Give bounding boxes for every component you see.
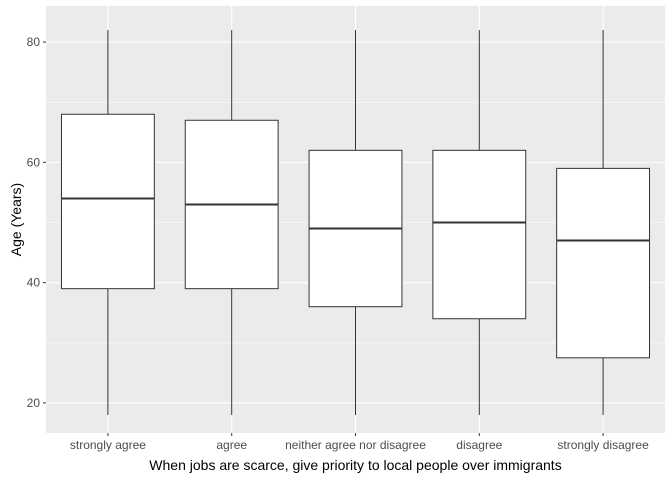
boxes (60, 30, 651, 415)
y-axis-ticks: 20 40 60 80 (27, 35, 46, 410)
x-tick-label: strongly agree (70, 438, 146, 452)
y-tick-label: 80 (27, 35, 41, 49)
x-axis-title: When jobs are scarce, give priority to l… (149, 457, 561, 473)
box-4 (432, 30, 527, 415)
x-tick-label: strongly disagree (557, 438, 649, 452)
box-5 (556, 30, 651, 415)
x-tick-label: neither agree nor disagree (285, 438, 426, 452)
box-iqr (432, 149, 527, 320)
x-axis-ticks: strongly agree agree neither agree nor dis… (70, 433, 649, 452)
box-1 (60, 30, 155, 415)
x-tick-label: agree (216, 438, 247, 452)
box-iqr (556, 167, 651, 359)
box-iqr (60, 113, 155, 290)
y-tick-label: 60 (27, 155, 41, 169)
x-tick-label: disagree (456, 438, 502, 452)
y-tick-label: 20 (27, 396, 41, 410)
y-axis-title: Age (Years) (8, 183, 24, 256)
box-2 (184, 30, 279, 415)
y-tick-label: 40 (27, 276, 41, 290)
box-3 (308, 30, 403, 415)
